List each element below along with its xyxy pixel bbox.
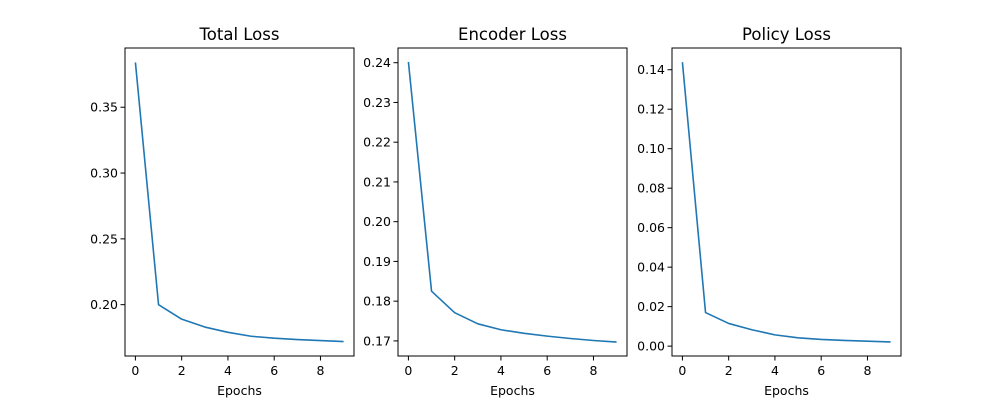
x-tick-label: 4	[771, 363, 779, 378]
y-tick-label: 0.30	[90, 166, 118, 181]
y-tick-label: 0.12	[637, 102, 665, 117]
chart-policy-loss: Policy Loss Epochs 0 2 4 6 8 0.00 0.02 0.04 0.06…	[637, 25, 902, 398]
x-tick-label: 2	[725, 363, 733, 378]
chart-encoder-loss: Encoder Loss Epochs 0 2 4 6 8 0.17 0.18 0.19 0.2…	[363, 25, 628, 398]
y-tick-label: 0.20	[90, 297, 118, 312]
chart-title: Total Loss	[199, 25, 280, 44]
x-tick-label: 4	[224, 363, 232, 378]
x-tick-label: 6	[543, 363, 551, 378]
x-tick-label: 6	[270, 363, 278, 378]
chart-title: Encoder Loss	[458, 25, 567, 44]
x-axis-label: Epochs	[217, 383, 262, 398]
y-tick-label: 0.08	[637, 181, 665, 196]
chart-total-loss: Total Loss Epochs 0 2 4 6 8 0.20 0.25 0.30 0.35	[90, 25, 355, 398]
x-tick-label: 2	[451, 363, 459, 378]
plot-frame	[397, 47, 628, 357]
y-tick-label: 0.14	[637, 62, 665, 77]
y-tick-label: 0.20	[363, 214, 391, 229]
y-tick-label: 0.21	[363, 174, 391, 189]
y-tick-label: 0.17	[363, 333, 391, 348]
y-tick-label: 0.18	[363, 294, 391, 309]
x-tick-label: 8	[316, 363, 324, 378]
x-tick-label: 8	[863, 363, 871, 378]
x-tick-label: 8	[589, 363, 597, 378]
chart-title: Policy Loss	[742, 25, 831, 44]
x-tick-label: 4	[497, 363, 505, 378]
y-tick-label: 0.06	[637, 220, 665, 235]
y-tick-label: 0.24	[363, 55, 391, 70]
series-line	[407, 61, 617, 343]
y-tick-label: 0.10	[637, 141, 665, 156]
x-tick-label: 0	[678, 363, 686, 378]
x-axis-label: Epochs	[490, 383, 535, 398]
series-line	[681, 62, 891, 343]
x-tick-label: 6	[817, 363, 825, 378]
y-tick-label: 0.19	[363, 254, 391, 269]
series-line	[134, 62, 344, 343]
y-tick-label: 0.35	[90, 100, 118, 115]
y-tick-label: 0.22	[363, 135, 391, 150]
y-tick-label: 0.00	[637, 339, 665, 354]
x-tick-label: 0	[404, 363, 412, 378]
y-tick-label: 0.23	[363, 95, 391, 110]
y-tick-label: 0.25	[90, 231, 118, 246]
x-tick-label: 0	[131, 363, 139, 378]
x-axis-label: Epochs	[764, 383, 809, 398]
plot-frame	[671, 47, 902, 357]
plot-frame	[124, 47, 355, 357]
y-tick-label: 0.02	[637, 299, 665, 314]
x-tick-label: 2	[178, 363, 186, 378]
y-tick-label: 0.04	[637, 260, 665, 275]
